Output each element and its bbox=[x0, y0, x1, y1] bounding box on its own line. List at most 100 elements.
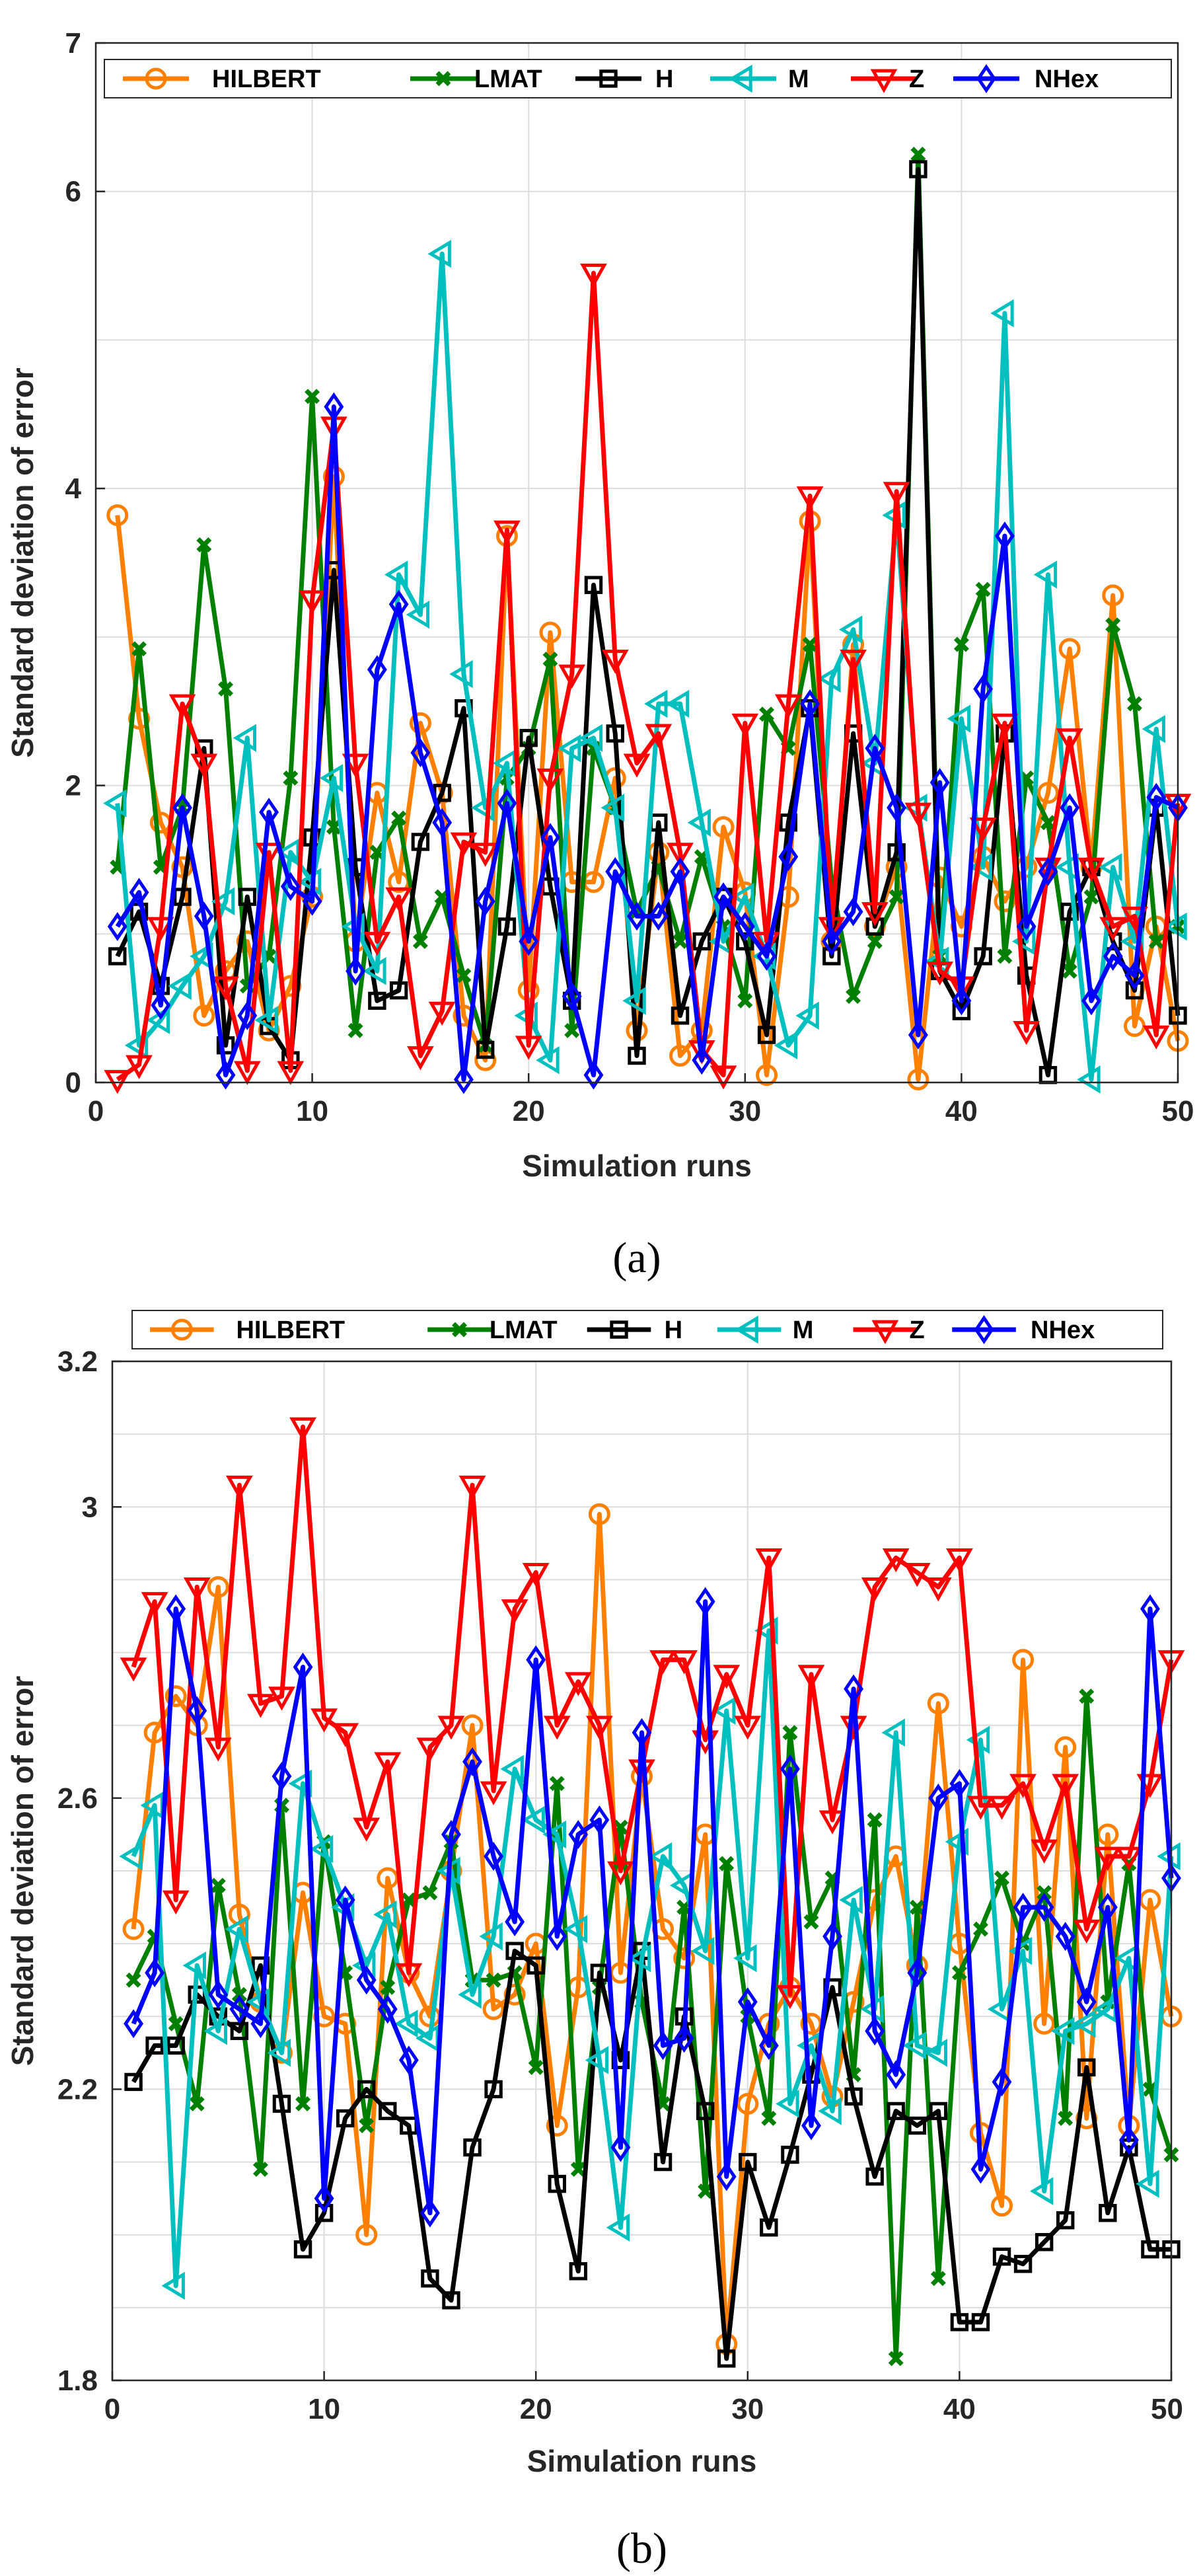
series-m-point bbox=[536, 1046, 560, 1075]
series-lmat-point bbox=[347, 1022, 363, 1038]
series-nhex-point bbox=[462, 1747, 482, 1776]
series-hilbert-point bbox=[1102, 584, 1124, 607]
series-nhex-point bbox=[695, 1587, 715, 1616]
series-m-point bbox=[1142, 714, 1165, 743]
series-lmat-point bbox=[951, 1965, 967, 1981]
series-h-point bbox=[992, 2248, 1011, 2266]
series-m-point bbox=[968, 852, 992, 882]
series-nhex-point bbox=[1034, 1893, 1054, 1922]
series-z-point bbox=[667, 843, 694, 867]
series-h-point bbox=[421, 2269, 439, 2288]
series-m-point bbox=[406, 600, 430, 629]
series-hilbert-point bbox=[482, 1998, 505, 2020]
legend-label: H bbox=[665, 1316, 682, 1344]
series-z-point bbox=[607, 1861, 634, 1885]
series-hilbert-point bbox=[164, 1685, 187, 1708]
series-z-point bbox=[1094, 1846, 1122, 1871]
series-z-point bbox=[480, 1781, 507, 1805]
series-h-point bbox=[760, 2218, 778, 2237]
series-lmat-point bbox=[782, 1725, 798, 1741]
series-z-point bbox=[819, 1810, 846, 1835]
series-lmat-point bbox=[231, 1987, 247, 2002]
series-m-point bbox=[521, 1805, 545, 1835]
legend-label: M bbox=[793, 1316, 814, 1344]
series-z-point bbox=[991, 713, 1019, 738]
series-line-z bbox=[116, 270, 1181, 1082]
series-hilbert-point bbox=[673, 1947, 696, 1969]
series-z-point bbox=[926, 962, 954, 986]
series-m-point bbox=[182, 1951, 206, 1980]
series-nhex-point bbox=[1060, 793, 1080, 823]
series-z-point bbox=[310, 1708, 338, 1733]
series-nhex-point bbox=[293, 1652, 313, 1682]
series-h-point bbox=[314, 2203, 334, 2222]
series-h bbox=[124, 1942, 1181, 2368]
series-z-point bbox=[840, 650, 867, 674]
series-z-point bbox=[671, 1650, 698, 1675]
series-nhex-point bbox=[756, 942, 777, 971]
series-hilbert-point bbox=[171, 856, 194, 878]
legend-entry-lmat: LMAT bbox=[427, 1316, 558, 1344]
series-z-point bbox=[543, 1716, 571, 1740]
series-z-point bbox=[147, 917, 174, 941]
series-nhex-point bbox=[929, 768, 950, 798]
series-h-point bbox=[844, 2087, 863, 2106]
series-h-point bbox=[251, 1956, 270, 1975]
series-nhex-point bbox=[583, 1060, 604, 1090]
series-nhex-point bbox=[928, 1783, 949, 1813]
series-z-point bbox=[126, 1055, 153, 1079]
series-hilbert-point bbox=[1037, 782, 1059, 804]
series-nhex-point bbox=[737, 1987, 758, 2017]
series-nhex-point bbox=[1146, 782, 1167, 812]
legend-marker-h-point bbox=[610, 1320, 628, 1339]
series-m-point bbox=[564, 1914, 588, 1944]
legend: HILBERT LMAT H M Z NHex bbox=[131, 1310, 1163, 1349]
series-h-point bbox=[505, 1942, 524, 1960]
series-nhex-point bbox=[280, 872, 301, 901]
y-tick-label: 6 bbox=[65, 176, 81, 208]
series-nhex-point bbox=[388, 589, 409, 619]
series-hilbert-point bbox=[409, 712, 431, 734]
series-hilbert-point bbox=[927, 1692, 949, 1715]
series-lmat-point bbox=[295, 2096, 311, 2111]
series-hilbert-point bbox=[207, 1575, 229, 1598]
series-lmat-point bbox=[994, 1870, 1009, 1886]
series-h-point bbox=[971, 2313, 990, 2331]
series-lmat-point bbox=[888, 2351, 904, 2367]
legend-marker-lmat-point bbox=[452, 1322, 468, 1338]
x-tick-label: 10 bbox=[296, 1095, 328, 1127]
series-nhex-point bbox=[250, 2009, 271, 2039]
series-nhex-point bbox=[907, 1958, 928, 1988]
series-m-point bbox=[1136, 2170, 1159, 2198]
series-h-point bbox=[548, 2174, 566, 2193]
x-axis-label: Simulation runs bbox=[522, 1149, 752, 1183]
chart-b: 0 10 20 30 40 50 1.8 2.2 2.6 3 3.2 Simulation runs S… bbox=[5, 1310, 1185, 2573]
series-h-point bbox=[628, 1046, 646, 1065]
series-hilbert-point bbox=[994, 890, 1016, 913]
series-z-point bbox=[649, 1650, 676, 1675]
series-nhex-point bbox=[994, 521, 1015, 550]
series-lmat-point bbox=[359, 2118, 375, 2133]
series-h-point bbox=[606, 724, 624, 743]
series-lmat-point bbox=[422, 1885, 438, 1901]
series-m-point bbox=[966, 1725, 990, 1754]
series-line-m bbox=[115, 251, 1181, 1082]
legend-marker-z-point bbox=[871, 1320, 899, 1344]
series-z-point bbox=[385, 887, 413, 912]
y-axis-label: Standard deviation of error bbox=[5, 367, 40, 758]
series-nhex-point bbox=[1081, 986, 1101, 1016]
series-z-point bbox=[458, 1475, 486, 1500]
series-lmat-point bbox=[168, 2016, 184, 2031]
series-m-point bbox=[1077, 1065, 1101, 1094]
series-z-point bbox=[168, 694, 196, 718]
series-nhex-point bbox=[475, 886, 495, 916]
legend-label: HILBERT bbox=[212, 65, 321, 93]
x-tick-label: 20 bbox=[520, 2393, 552, 2425]
series-lmat-point bbox=[131, 641, 147, 657]
y-tick-label: 2 bbox=[65, 770, 81, 802]
series-h-point bbox=[173, 888, 192, 906]
series-m-point bbox=[622, 987, 646, 1015]
series-nhex-point bbox=[356, 1965, 377, 1995]
series-z-point bbox=[755, 1548, 783, 1573]
series-hilbert-point bbox=[1054, 1736, 1077, 1759]
